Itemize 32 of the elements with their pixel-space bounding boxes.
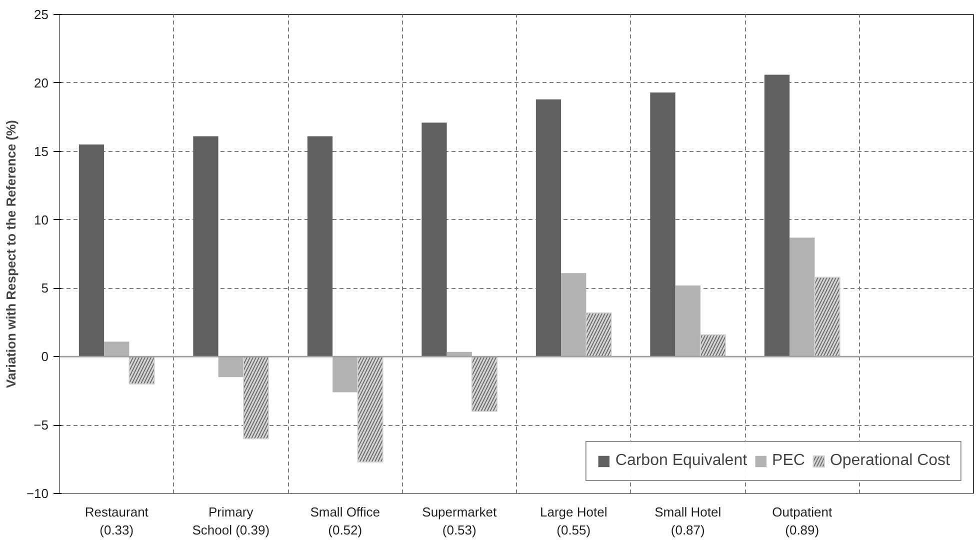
bar xyxy=(675,285,700,357)
x-tick-label: Restaurant (0.33) xyxy=(84,504,149,538)
y-tick-label: 15 xyxy=(34,144,49,159)
legend-label: Carbon Equivalent xyxy=(615,452,748,470)
x-tick-label: Large Hotel (0.55) xyxy=(540,504,608,538)
bar xyxy=(790,238,815,357)
legend-label: Operational Cost xyxy=(830,452,950,470)
y-tick-label: 25 xyxy=(34,7,49,22)
bar xyxy=(422,122,447,357)
bar xyxy=(78,144,104,357)
y-tick-label: −5 xyxy=(34,418,49,433)
bar xyxy=(764,74,790,357)
y-tick-label: 0 xyxy=(41,349,49,364)
x-tick-label: Outpatient (0.89) xyxy=(772,504,833,538)
legend-label: PEC xyxy=(772,452,805,470)
bar xyxy=(536,99,562,357)
bar xyxy=(193,136,218,357)
bar xyxy=(218,356,244,378)
y-axis-title: Variation with Respect to the Reference (%) xyxy=(3,120,18,388)
y-tick-label: 10 xyxy=(34,212,49,228)
bar xyxy=(332,356,358,392)
y-tick-label: −10 xyxy=(26,486,49,501)
x-tick-label: Small Office (0.52) xyxy=(310,504,380,538)
y-tick-label: 20 xyxy=(34,75,49,90)
x-tick-label: Supermarket (0.53) xyxy=(422,504,497,538)
x-tick-label: Primary School (0.39) xyxy=(192,504,270,538)
bar xyxy=(561,273,586,357)
bar xyxy=(307,136,333,357)
y-tick-label: 5 xyxy=(41,280,49,296)
x-tick-label: Small Hotel (0.87) xyxy=(654,504,722,538)
bar xyxy=(650,92,676,357)
bar xyxy=(104,342,130,357)
